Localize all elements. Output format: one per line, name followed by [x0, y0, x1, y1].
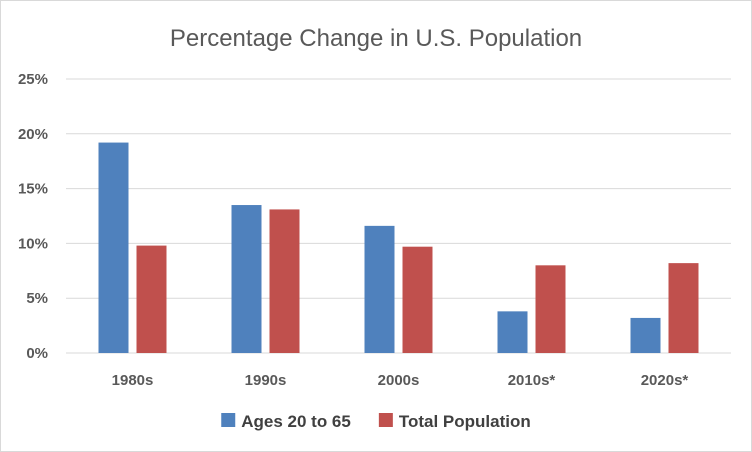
chart-title: Percentage Change in U.S. Population — [170, 25, 582, 52]
bar-ages-20-to-65-1990s — [231, 205, 262, 353]
legend-item: Ages 20 to 65 — [221, 412, 351, 431]
y-tick-label: 25% — [18, 71, 48, 88]
legend-label: Ages 20 to 65 — [241, 412, 351, 431]
legend: Ages 20 to 65 Total Population — [221, 412, 531, 431]
y-axis-ticks: 0% 5% 10% 15% 20% 25% — [18, 71, 48, 362]
legend-item: Total Population — [378, 412, 531, 431]
y-tick-label: 10% — [18, 235, 48, 252]
y-tick-label: 15% — [18, 181, 48, 198]
gridlines — [66, 78, 731, 354]
legend-swatch — [378, 413, 393, 427]
x-tick-label: 1980s — [112, 372, 154, 389]
bar-total-population-2000s — [402, 246, 433, 353]
legend-swatch — [221, 413, 236, 427]
bar-ages-20-to-65-2000s — [364, 225, 395, 353]
bar-total-population-2010s — [535, 265, 566, 353]
bar-total-population-1980s — [136, 245, 167, 353]
bar-total-population-1990s — [269, 209, 300, 353]
x-tick-label: 1990s — [245, 372, 287, 389]
x-tick-label: 2020s* — [641, 372, 689, 389]
x-tick-label: 2010s* — [508, 372, 556, 389]
y-tick-label: 0% — [26, 345, 48, 362]
bar-ages-20-to-65-1980s — [98, 142, 129, 353]
legend-label: Total Population — [399, 412, 531, 431]
bar-ages-20-to-65-2020s — [630, 317, 661, 353]
y-tick-label: 20% — [18, 126, 48, 143]
bar-ages-20-to-65-2010s — [497, 311, 528, 353]
bar-total-population-2020s — [668, 263, 699, 353]
y-tick-label: 5% — [26, 290, 48, 307]
bars — [98, 142, 699, 353]
x-axis-ticks: 1980s 1990s 2000s 2010s* 2020s* — [112, 372, 689, 389]
x-tick-label: 2000s — [378, 372, 420, 389]
